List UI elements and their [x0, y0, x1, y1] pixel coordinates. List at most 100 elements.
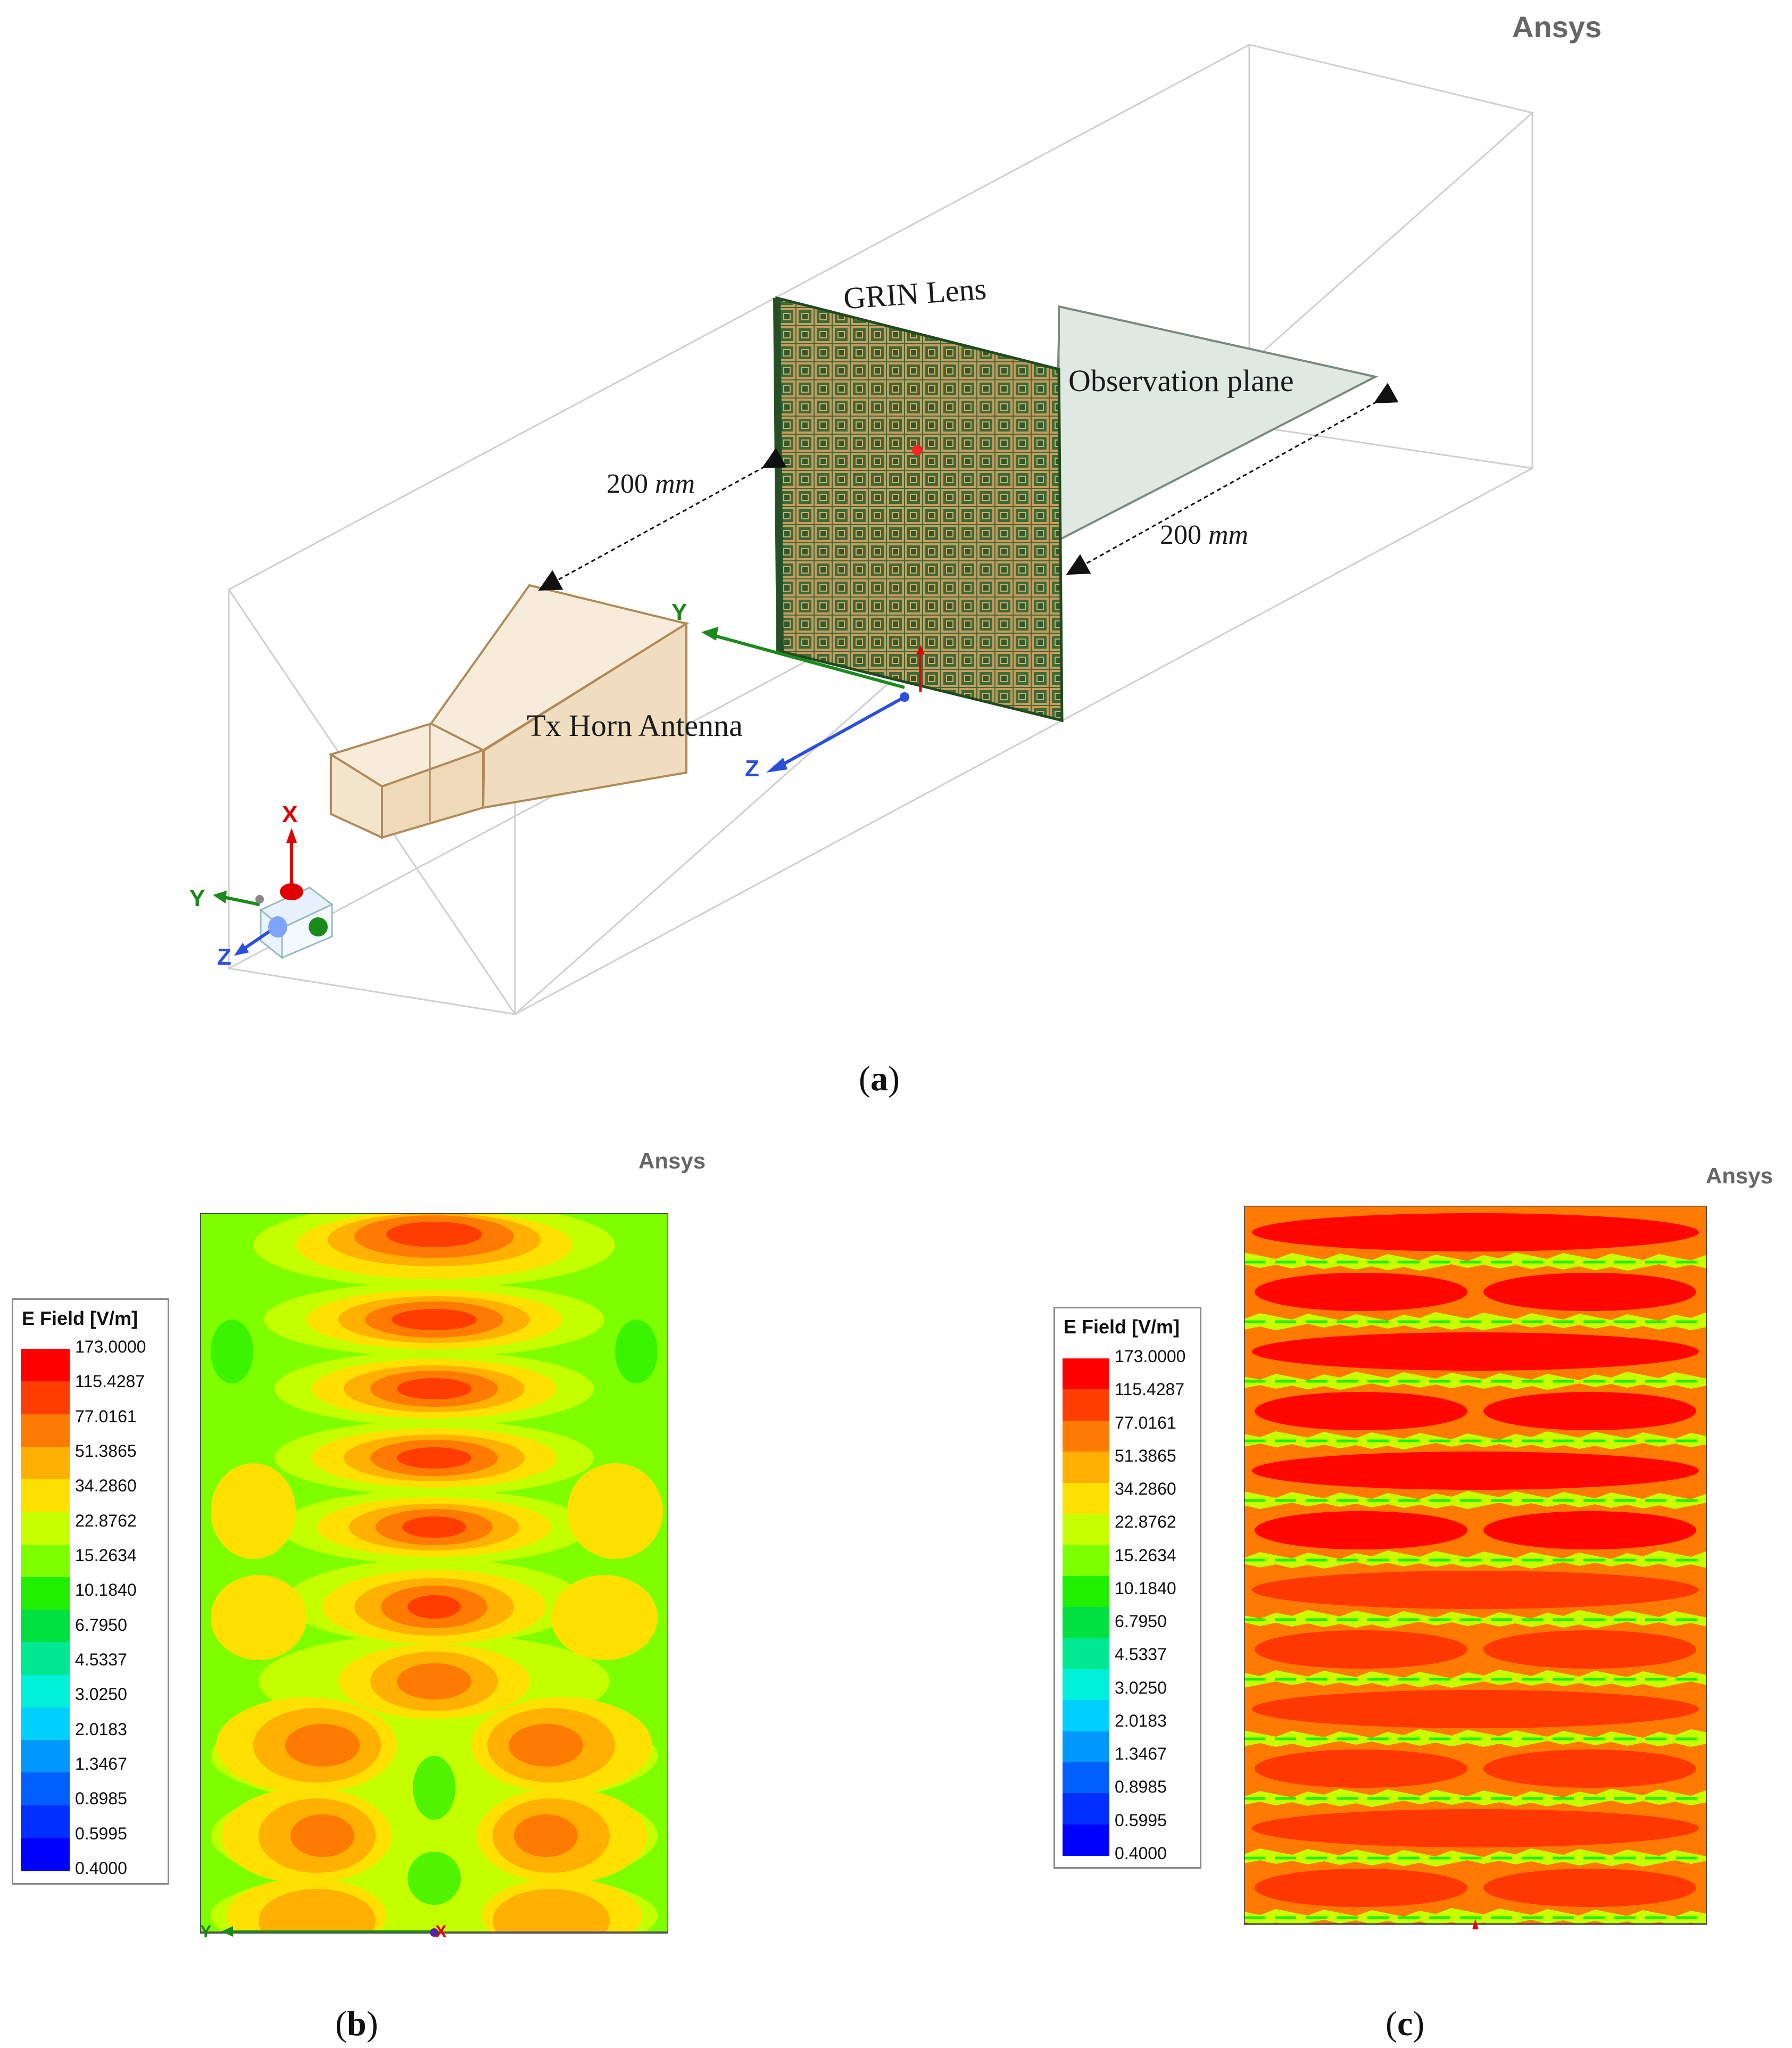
- legend-swatch: [1063, 1513, 1109, 1546]
- field-hotspot: [1255, 1511, 1467, 1549]
- triad-y-label: Y: [189, 885, 205, 911]
- local-z-label: Z: [745, 756, 759, 782]
- legend-value: 51.3865: [75, 1441, 137, 1461]
- plot-b-y-label: Y: [200, 1922, 212, 1941]
- legend-swatch: [21, 1642, 70, 1676]
- legend-swatch: [1063, 1669, 1109, 1701]
- legend-swatch: [21, 1772, 70, 1806]
- field-hotspot: [1255, 1869, 1467, 1907]
- field-hotspot: [1483, 1630, 1696, 1669]
- legend-value: 0.8985: [75, 1789, 127, 1809]
- legend-value: 0.4000: [75, 1859, 127, 1878]
- legend-value: 0.8985: [1115, 1777, 1167, 1797]
- legend-swatch: [1063, 1762, 1109, 1794]
- legend-value: 22.8762: [75, 1511, 137, 1530]
- ansys-logo-b: Ansys: [638, 1148, 706, 1173]
- legend-swatch: [21, 1837, 70, 1871]
- field-hotspot: [1252, 1809, 1699, 1847]
- local-y-axis: [712, 634, 905, 689]
- legend-value: 0.4000: [1115, 1844, 1167, 1863]
- field-hotspot: [1255, 1273, 1467, 1311]
- field-plot-c: [1244, 1206, 1707, 1929]
- field-plot-b: [200, 1213, 668, 1937]
- field-hotspot: [1483, 1511, 1696, 1549]
- legend-swatch: [1063, 1545, 1109, 1577]
- field-hotspot: [1255, 1749, 1467, 1788]
- legend-value: 0.5995: [75, 1823, 127, 1843]
- legend-color-scale: [1063, 1358, 1109, 1856]
- field-hotspot: [1252, 1571, 1699, 1609]
- field-band-low: [1244, 1908, 1707, 1924]
- tx-horn-antenna-label: Tx Horn Antenna: [527, 708, 743, 743]
- field-hotspot: [1252, 1690, 1699, 1728]
- global-axis-triad: [213, 828, 334, 960]
- caption-b: (b): [335, 2004, 378, 2043]
- legend-value: 51.3865: [1115, 1446, 1176, 1465]
- legend-swatch: [1063, 1358, 1109, 1390]
- legend-value: 115.4287: [1115, 1380, 1185, 1399]
- legend-swatch: [21, 1381, 70, 1415]
- caption-letter: c: [1397, 2004, 1413, 2043]
- triad-x-label: X: [282, 801, 298, 827]
- tx-horn-antenna: [328, 584, 690, 840]
- legend-swatch: [21, 1805, 70, 1838]
- legend-value: 1.3467: [1115, 1744, 1167, 1764]
- distance-unit: mm: [1208, 520, 1249, 550]
- legend-swatch: [21, 1577, 70, 1610]
- legend-value: 15.2634: [1115, 1545, 1176, 1565]
- legend-value: 6.7950: [75, 1615, 127, 1635]
- legend-title: E Field [V/m]: [22, 1307, 138, 1329]
- legend-value: 0.5995: [1115, 1810, 1167, 1830]
- legend-value: 6.7950: [1115, 1612, 1167, 1631]
- legend-value: 22.8762: [1115, 1512, 1176, 1532]
- legend-value: 4.5337: [1115, 1645, 1167, 1664]
- legend-panel-b: E Field [V/m] 173.0000 115.4287 77.0161 51.…: [12, 1298, 169, 1885]
- field-hotspot: [1252, 1332, 1699, 1371]
- legend-swatch: [21, 1740, 70, 1773]
- legend-swatch: [1063, 1452, 1109, 1483]
- observation-plane-label: Observation plane: [1068, 363, 1294, 398]
- field-hotspot: [1483, 1749, 1696, 1788]
- legend-value: 10.1840: [1115, 1578, 1176, 1598]
- legend-swatch: [1063, 1576, 1109, 1607]
- ansys-logo-a: Ansys: [1512, 10, 1602, 44]
- field-hotspot: [1483, 1392, 1696, 1430]
- local-z-axis: [778, 695, 906, 768]
- legend-title: E Field [V/m]: [1064, 1316, 1180, 1338]
- legend-value: 115.4287: [75, 1372, 145, 1391]
- legend-swatch: [21, 1479, 70, 1513]
- legend-swatch: [21, 1349, 70, 1382]
- caption-letter: b: [346, 2004, 367, 2043]
- field-hotspot: [1483, 1273, 1696, 1311]
- legend-swatch: [1063, 1389, 1109, 1421]
- ansys-logo-c: Ansys: [1706, 1163, 1773, 1188]
- legend-value: 2.0183: [1115, 1711, 1167, 1730]
- caption-c: (c): [1386, 2004, 1425, 2043]
- panel-a-3d-scene: [213, 44, 1534, 1016]
- caption-a: (a): [859, 1059, 900, 1098]
- legend-swatch: [21, 1512, 70, 1545]
- legend-swatch: [21, 1707, 70, 1740]
- legend-swatch: [21, 1544, 70, 1578]
- legend-swatch: [21, 1414, 70, 1447]
- legend-value: 10.1840: [75, 1580, 137, 1600]
- distance-label-plane: 200 mm: [1160, 519, 1248, 551]
- legend-value: 77.0161: [1115, 1413, 1176, 1432]
- field-hotspot: [1252, 1213, 1699, 1251]
- legend-value: 1.3467: [75, 1754, 127, 1773]
- legend-swatch: [21, 1446, 70, 1480]
- legend-panel-c: E Field [V/m] 173.0000 115.4287 77.0161 51.…: [1053, 1307, 1201, 1869]
- dimension-line-200mm-a: [538, 447, 787, 591]
- distance-value: 200: [1160, 520, 1201, 550]
- distance-unit: mm: [655, 469, 695, 499]
- legend-swatch: [1063, 1420, 1109, 1453]
- legend-swatch: [1063, 1793, 1109, 1825]
- dimension-line-200mm-b: [1066, 383, 1399, 575]
- field-hotspot: [1255, 1392, 1467, 1430]
- caption-letter: a: [870, 1059, 888, 1098]
- triad-z-label: Z: [217, 944, 231, 970]
- legend-value: 3.0250: [1115, 1678, 1167, 1697]
- field-hotspot: [1255, 1630, 1467, 1669]
- distance-label-lens-horn: 200 mm: [607, 468, 695, 500]
- legend-swatch: [1063, 1700, 1109, 1732]
